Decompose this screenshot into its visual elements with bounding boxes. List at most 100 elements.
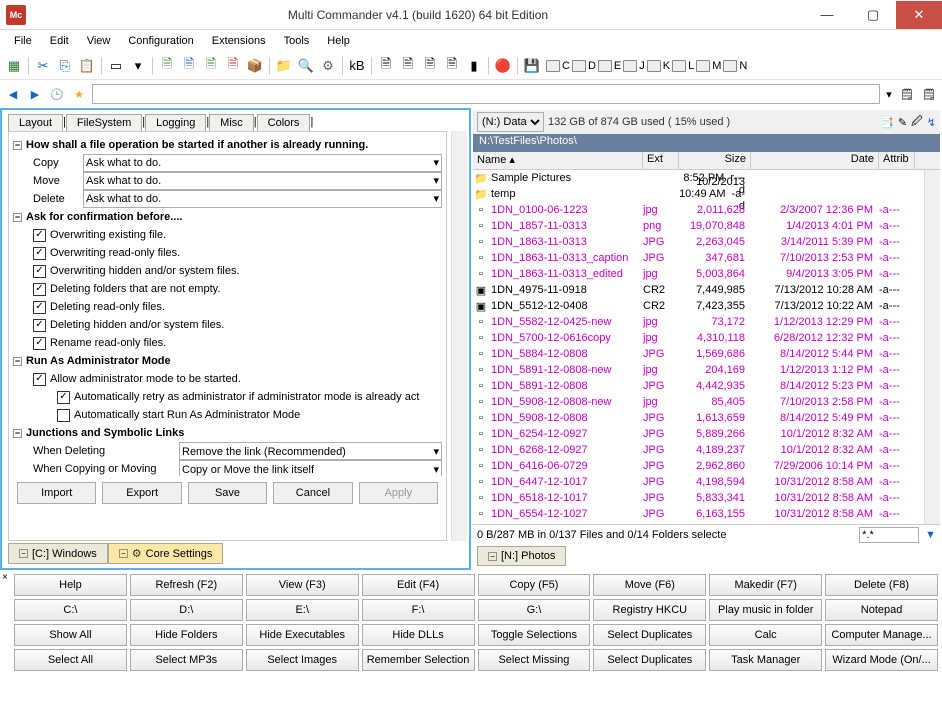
checkbox[interactable]: ✓: [33, 229, 46, 242]
scrollbar[interactable]: [451, 131, 467, 541]
cmd-button[interactable]: View (F3): [246, 574, 359, 596]
cmd-button[interactable]: Refresh (F2): [130, 574, 243, 596]
cmd-button[interactable]: Makedir (F7): [709, 574, 822, 596]
cmd-button[interactable]: Calc: [709, 624, 822, 646]
file-row[interactable]: 📁temp10/2/2013 10:49 AM-a--d: [473, 186, 924, 202]
cmd-button[interactable]: D:\: [130, 599, 243, 621]
cmd-button[interactable]: F:\: [362, 599, 475, 621]
tool-icon[interactable]: ✎: [898, 116, 907, 129]
menu-extensions[interactable]: Extensions: [204, 33, 274, 49]
drive-L[interactable]: L: [672, 60, 694, 72]
flag-icon[interactable]: ▮: [464, 56, 484, 76]
tab-colors[interactable]: Colors: [257, 114, 311, 131]
filter-input[interactable]: [859, 527, 919, 543]
junction-copy-select[interactable]: Copy or Move the link itself▾: [179, 460, 442, 476]
scrollbar[interactable]: [924, 170, 940, 524]
col-date[interactable]: Date: [751, 152, 879, 169]
tool-icon[interactable]: 🖉: [911, 113, 923, 132]
cmd-button[interactable]: Toggle Selections: [478, 624, 591, 646]
file-row[interactable]: ▫1DN_6254-12-0927JPG5,889,26610/1/2012 8…: [473, 426, 924, 442]
drive-C[interactable]: C: [546, 60, 570, 72]
save-button[interactable]: Save: [188, 482, 267, 504]
checkbox[interactable]: ✓: [33, 283, 46, 296]
apply-button[interactable]: Apply: [359, 482, 438, 504]
file-row[interactable]: ▫1DN_1863-11-0313_editedjpg5,003,8649/4/…: [473, 266, 924, 282]
maximize-button[interactable]: ▢: [850, 1, 896, 29]
paste-icon[interactable]: 📋: [77, 56, 97, 76]
cmd-button[interactable]: C:\: [14, 599, 127, 621]
cmd-button[interactable]: Remember Selection: [362, 649, 475, 671]
new-icon[interactable]: ▦: [4, 56, 24, 76]
file-list[interactable]: 📁Sample Pictures1/4/2014 8:52 PMr---d📁te…: [473, 170, 924, 524]
file-row[interactable]: ▫1DN_5908-12-0808JPG1,613,6598/14/2012 5…: [473, 410, 924, 426]
tool-icon[interactable]: 📑: [880, 116, 894, 129]
cmd-button[interactable]: Hide Executables: [246, 624, 359, 646]
folder-search-icon[interactable]: 🔍: [296, 56, 316, 76]
checkbox[interactable]: [57, 409, 70, 422]
menu-configuration[interactable]: Configuration: [120, 33, 201, 49]
cmd-button[interactable]: E:\: [246, 599, 359, 621]
cmd-button[interactable]: Hide Folders: [130, 624, 243, 646]
checkbox[interactable]: ✓: [33, 247, 46, 260]
collapse-icon[interactable]: −: [13, 213, 22, 222]
doc-back-icon[interactable]: 🗎: [179, 56, 199, 76]
cmd-button[interactable]: G:\: [478, 599, 591, 621]
checkbox[interactable]: ✓: [33, 373, 46, 386]
menu-view[interactable]: View: [79, 33, 119, 49]
cmd-button[interactable]: Delete (F8): [825, 574, 938, 596]
tab-filesystem[interactable]: FileSystem: [66, 114, 142, 131]
doc-add-icon[interactable]: 🗎: [157, 56, 177, 76]
file-row[interactable]: ▫1DN_1863-11-0313_captionJPG347,6817/10/…: [473, 250, 924, 266]
page3-icon[interactable]: 🗎: [420, 56, 440, 76]
file-row[interactable]: ▫1DN_5582-12-0425-newjpg73,1721/12/2013 …: [473, 314, 924, 330]
doc-forward-icon[interactable]: 🗎: [201, 56, 221, 76]
disk-icon[interactable]: 💾: [522, 56, 542, 76]
note1-icon[interactable]: 🗒: [898, 85, 916, 103]
import-button[interactable]: Import: [17, 482, 96, 504]
page4-icon[interactable]: 🗎: [442, 56, 462, 76]
cmd-button[interactable]: Wizard Mode (On/...: [825, 649, 938, 671]
menu-edit[interactable]: Edit: [42, 33, 77, 49]
menu-file[interactable]: File: [6, 33, 40, 49]
delete-select[interactable]: Ask what to do.▾: [83, 190, 442, 208]
checkbox[interactable]: ✓: [33, 337, 46, 350]
close-panel-icon[interactable]: ×: [0, 570, 10, 678]
file-row[interactable]: ▣1DN_4975-11-0918CR27,449,9857/13/2012 1…: [473, 282, 924, 298]
col-name[interactable]: Name ▴: [473, 152, 643, 169]
address-dropdown-icon[interactable]: ▾: [884, 88, 894, 101]
drive-select[interactable]: (N:) Data: [477, 112, 544, 132]
filter-icon[interactable]: ▼: [925, 529, 936, 541]
cmd-button[interactable]: Select Missing: [478, 649, 591, 671]
tab-core-settings[interactable]: −⚙Core Settings: [108, 543, 224, 564]
tab-logging[interactable]: Logging: [145, 114, 206, 131]
cmd-button[interactable]: Select All: [14, 649, 127, 671]
refresh-icon[interactable]: ↯: [927, 116, 936, 129]
collapse-icon[interactable]: −: [13, 429, 22, 438]
col-attr[interactable]: Attrib: [879, 152, 915, 169]
cmd-button[interactable]: Select MP3s: [130, 649, 243, 671]
cmd-button[interactable]: Help: [14, 574, 127, 596]
back-icon[interactable]: ◀: [4, 85, 22, 103]
minimize-button[interactable]: —: [804, 1, 850, 29]
kb-icon[interactable]: kB: [347, 56, 367, 76]
page1-icon[interactable]: 🗎: [376, 56, 396, 76]
tab-windows[interactable]: −[C:] Windows: [8, 543, 108, 564]
col-size[interactable]: Size: [679, 152, 751, 169]
file-row[interactable]: ▫1DN_5891-12-0808JPG4,442,9358/14/2012 5…: [473, 378, 924, 394]
checkbox[interactable]: ✓: [33, 265, 46, 278]
export-button[interactable]: Export: [102, 482, 181, 504]
cut-icon[interactable]: ✂: [33, 56, 53, 76]
tab-misc[interactable]: Misc: [209, 114, 254, 131]
drive-M[interactable]: M: [696, 60, 721, 72]
color-icon[interactable]: 🔴: [493, 56, 513, 76]
cmd-button[interactable]: Hide DLLs: [362, 624, 475, 646]
file-row[interactable]: ▫1DN_6268-12-0927JPG4,189,23710/1/2012 8…: [473, 442, 924, 458]
file-row[interactable]: ▫1DN_6518-12-1017JPG5,833,34110/31/2012 …: [473, 490, 924, 506]
checkbox[interactable]: ✓: [33, 319, 46, 332]
cmd-button[interactable]: Registry HKCU: [593, 599, 706, 621]
cmd-button[interactable]: Select Duplicates: [593, 649, 706, 671]
drive-J[interactable]: J: [623, 60, 645, 72]
file-row[interactable]: ▫1DN_5891-12-0808-newjpg204,1691/12/2013…: [473, 362, 924, 378]
note2-icon[interactable]: 🗒: [920, 85, 938, 103]
doc-delete-icon[interactable]: 🗎: [223, 56, 243, 76]
